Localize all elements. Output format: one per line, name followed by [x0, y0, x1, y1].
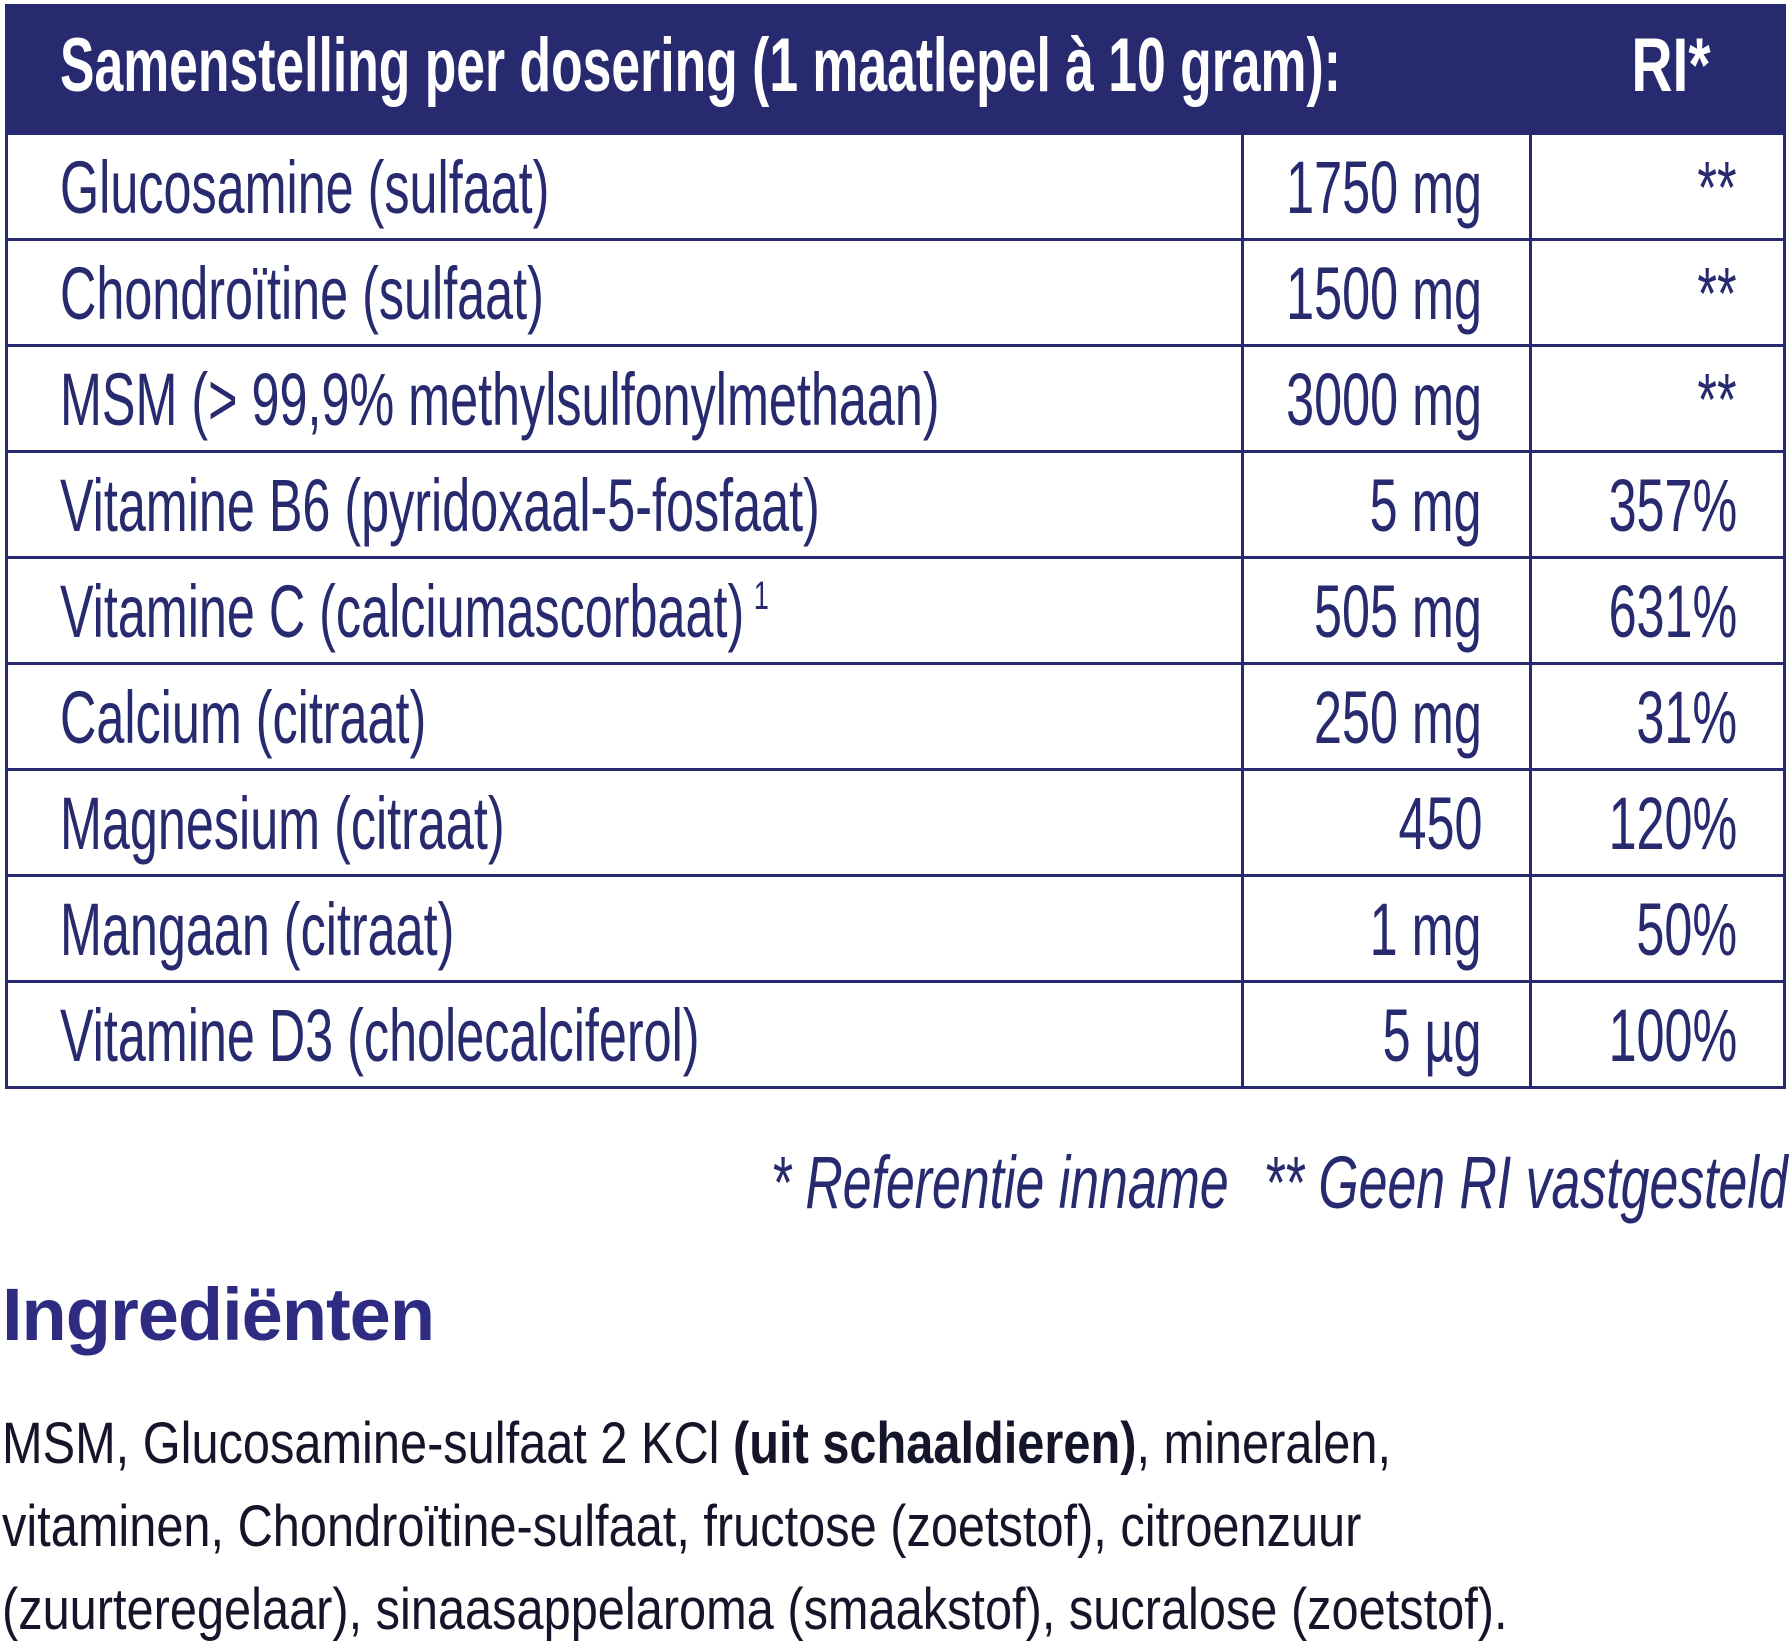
amount-cell: 1 mg: [1241, 877, 1532, 980]
ri-cell: 31%: [1529, 665, 1783, 768]
table-row: Chondroïtine (sulfaat) 1500 mg **: [8, 238, 1783, 344]
amount: 5 mg: [1370, 464, 1482, 547]
ri-cell: 50%: [1529, 877, 1783, 980]
ri-value: 100%: [1608, 994, 1737, 1077]
nutrient-cell: Chondroïtine (sulfaat): [8, 241, 1241, 344]
ri-value: **: [1697, 358, 1737, 441]
nutrient-name: Magnesium (citraat): [60, 782, 505, 865]
amount: 3000 mg: [1286, 358, 1482, 441]
ingredients-line2: vitaminen, Chondroïtine-sulfaat, fructos…: [2, 1494, 1362, 1559]
amount: 5 µg: [1383, 994, 1482, 1077]
amount: 1500 mg: [1286, 252, 1482, 335]
amount: 1 mg: [1370, 888, 1482, 971]
table-row: Mangaan (citraat) 1 mg 50%: [8, 874, 1783, 980]
footnotes: * Referentie inname ** Geen RI vastgestel…: [771, 1140, 1788, 1225]
ri-cell: 120%: [1529, 771, 1783, 874]
nutrient-name: Mangaan (citraat): [60, 888, 455, 971]
nutrient-name: Calcium (citraat): [60, 676, 427, 759]
table-row: Vitamine B6 (pyridoxaal-5-fosfaat) 5 mg …: [8, 450, 1783, 556]
amount-cell: 250 mg: [1241, 665, 1532, 768]
amount-cell: 450: [1241, 771, 1532, 874]
ingredients-line1a: MSM, Glucosamine-sulfaat 2 KCl: [2, 1411, 734, 1476]
footnote-ri: * Referentie inname: [771, 1141, 1229, 1224]
nutrient-cell: Glucosamine (sulfaat): [8, 135, 1241, 238]
table-row: Vitamine C (calciumascorbaat) 1 505 mg 63…: [8, 556, 1783, 662]
amount: 250 mg: [1314, 676, 1482, 759]
nutrient-cell: Magnesium (citraat): [8, 771, 1241, 874]
nutrient-name: Vitamine D3 (cholecalciferol): [60, 994, 700, 1077]
ingredients-line3: (zuurteregelaar), sinaasappelaroma (smaa…: [2, 1577, 1508, 1642]
header-title: Samenstelling per dosering (1 maatlepel …: [60, 23, 1341, 108]
header-ri: RI*: [1631, 23, 1711, 108]
ri-cell: **: [1529, 347, 1783, 450]
ri-cell: 357%: [1529, 453, 1783, 556]
nutrient-cell: MSM (> 99,9% methylsulfonylmethaan): [8, 347, 1241, 450]
nutrient-name: Chondroïtine (sulfaat): [60, 252, 544, 335]
ri-value: 31%: [1636, 676, 1737, 759]
nutrient-name: Vitamine B6 (pyridoxaal-5-fosfaat): [60, 464, 820, 547]
ri-value: **: [1697, 146, 1737, 229]
amount-cell: 5 µg: [1241, 983, 1532, 1086]
nutrient-cell: Mangaan (citraat): [8, 877, 1241, 980]
table-header: Samenstelling per dosering (1 maatlepel …: [8, 4, 1783, 132]
amount: 505 mg: [1314, 570, 1482, 653]
nutrient-cell: Vitamine D3 (cholecalciferol): [8, 983, 1241, 1086]
nutrient-cell: Vitamine B6 (pyridoxaal-5-fosfaat): [8, 453, 1241, 556]
table-row: Vitamine D3 (cholecalciferol) 5 µg 100%: [8, 980, 1783, 1086]
ri-cell: **: [1529, 135, 1783, 238]
ri-value: **: [1697, 252, 1737, 335]
amount-cell: 1750 mg: [1241, 135, 1532, 238]
table-row: MSM (> 99,9% methylsulfonylmethaan) 3000…: [8, 344, 1783, 450]
ingredients-line1b: , mineralen,: [1136, 1411, 1391, 1476]
footnote-no-ri: ** Geen RI vastgesteld: [1263, 1141, 1788, 1224]
allergen-note: (uit schaaldieren): [733, 1411, 1137, 1476]
amount-cell: 3000 mg: [1241, 347, 1532, 450]
ri-cell: 631%: [1529, 559, 1783, 662]
table-row: Calcium (citraat) 250 mg 31%: [8, 662, 1783, 768]
table-row: Magnesium (citraat) 450 120%: [8, 768, 1783, 874]
amount-cell: 505 mg: [1241, 559, 1532, 662]
ingredients-text: MSM, Glucosamine-sulfaat 2 KCl (uit scha…: [2, 1402, 1792, 1651]
ri-value: 120%: [1608, 782, 1737, 865]
nutrient-name: Glucosamine (sulfaat): [60, 146, 550, 229]
nutrient-name: Vitamine C (calciumascorbaat): [60, 570, 745, 653]
table-row: Glucosamine (sulfaat) 1750 mg **: [8, 132, 1783, 238]
footnote-marker: 1: [753, 574, 769, 618]
ri-value: 631%: [1608, 570, 1737, 653]
amount-cell: 5 mg: [1241, 453, 1532, 556]
nutrient-cell: Vitamine C (calciumascorbaat) 1: [8, 559, 1241, 662]
ri-cell: 100%: [1529, 983, 1783, 1086]
ri-cell: **: [1529, 241, 1783, 344]
nutrient-cell: Calcium (citraat): [8, 665, 1241, 768]
amount: 450: [1398, 782, 1482, 865]
nutrition-table: Samenstelling per dosering (1 maatlepel …: [5, 4, 1786, 1089]
ingredients-heading: Ingrediënten: [2, 1273, 435, 1356]
amount-cell: 1500 mg: [1241, 241, 1532, 344]
ri-value: 357%: [1608, 464, 1737, 547]
amount: 1750 mg: [1286, 146, 1482, 229]
nutrient-name: MSM (> 99,9% methylsulfonylmethaan): [60, 358, 940, 441]
ri-value: 50%: [1636, 888, 1737, 971]
